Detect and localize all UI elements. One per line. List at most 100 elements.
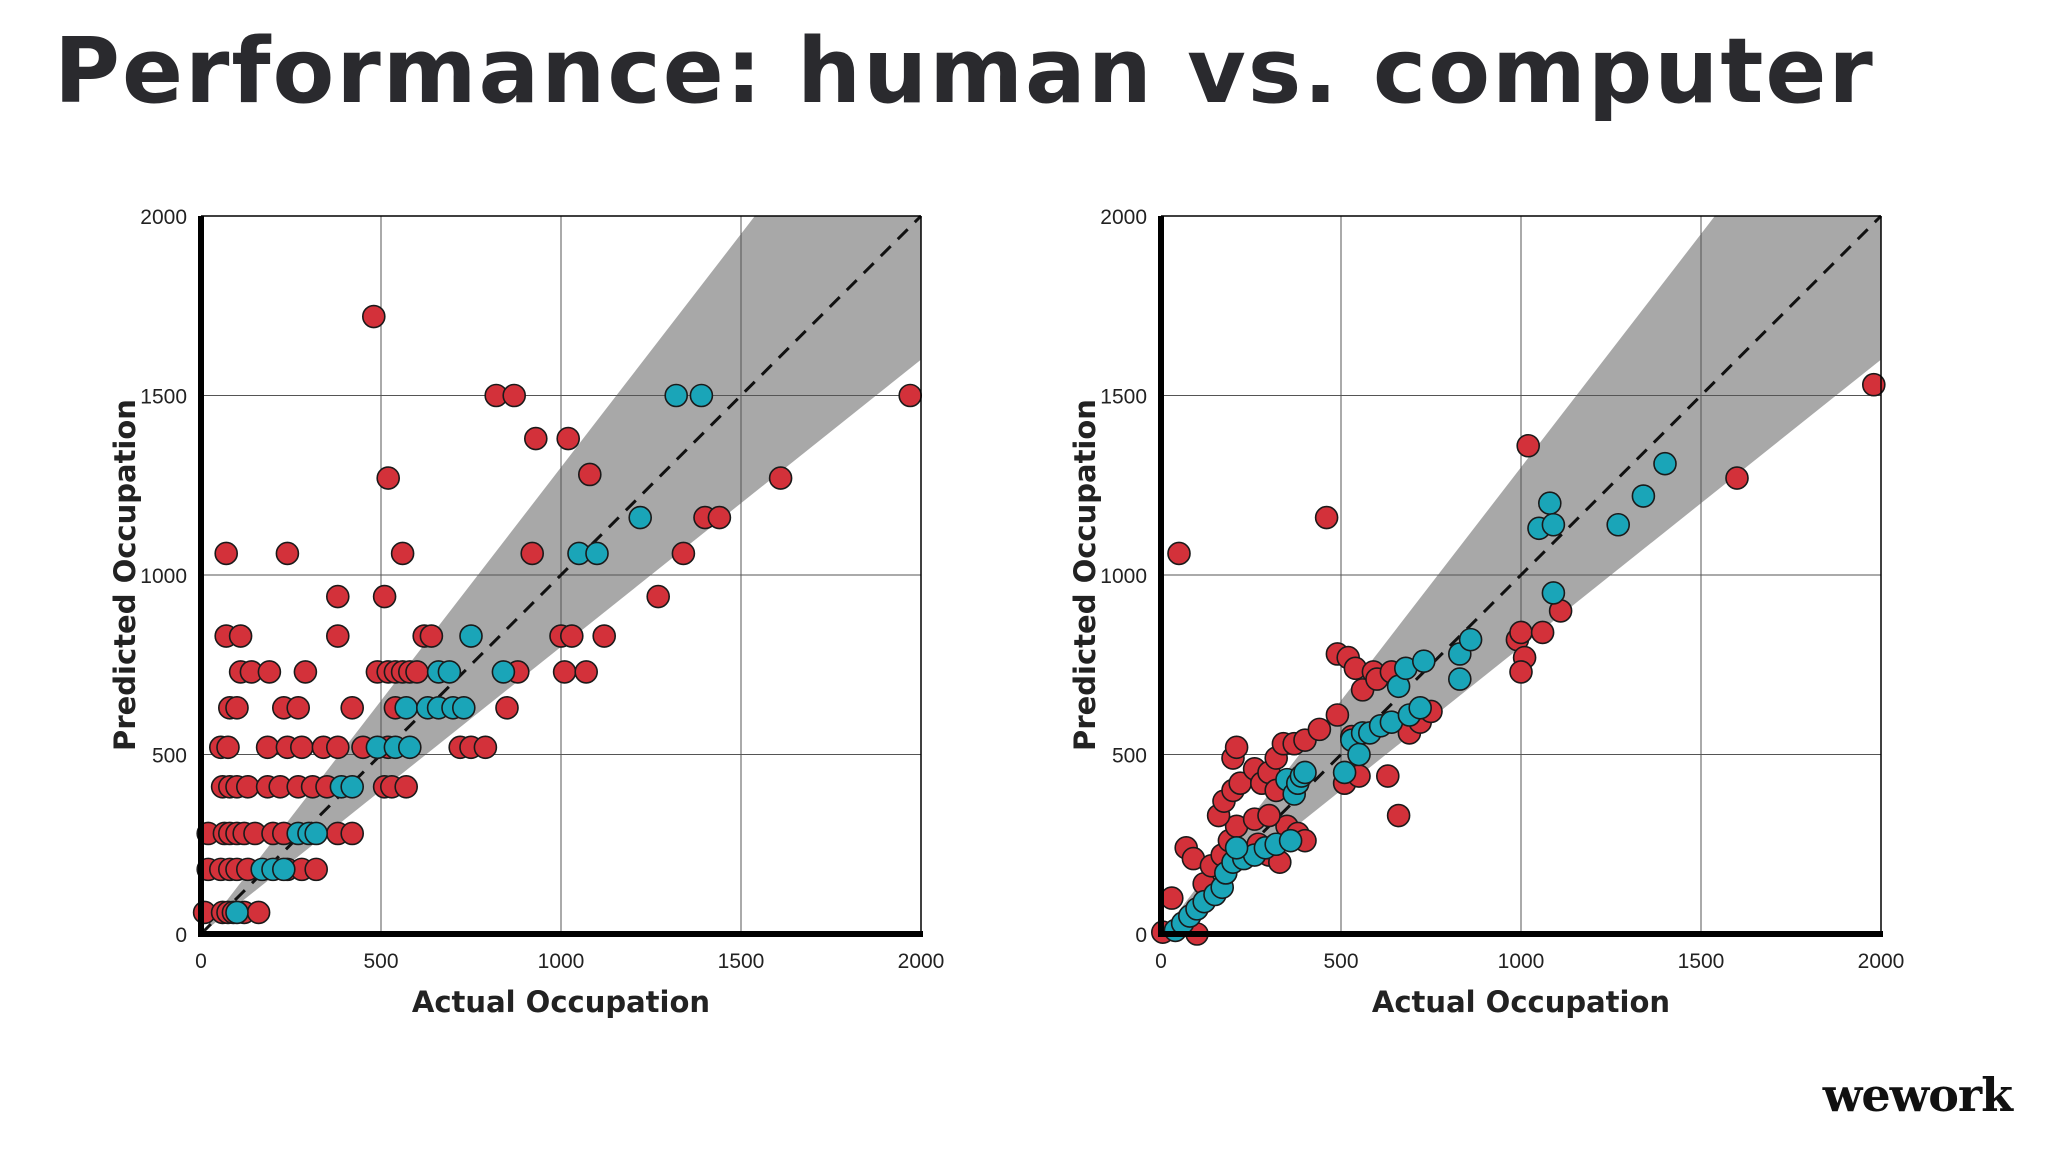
- data-point-red: [405, 660, 429, 684]
- data-point-red: [1224, 735, 1249, 760]
- x-axis-title: Actual Occupation: [412, 985, 710, 1019]
- data-point-teal: [585, 541, 609, 566]
- data-point-teal: [664, 383, 689, 408]
- data-point-teal: [397, 735, 422, 760]
- data-point-red: [419, 624, 444, 648]
- data-point-teal: [1458, 627, 1483, 652]
- data-point-red: [246, 900, 271, 925]
- data-point-red: [340, 696, 365, 720]
- data-point-red: [1257, 803, 1281, 828]
- data-point-teal: [304, 821, 328, 846]
- data-point-red: [1861, 372, 1886, 397]
- y-tick-label: 2000: [1100, 206, 1147, 229]
- data-point-teal: [1347, 742, 1371, 767]
- data-point-red: [1725, 466, 1749, 490]
- data-point-teal: [628, 505, 653, 530]
- data-point-teal: [394, 696, 419, 720]
- data-point-red: [707, 505, 732, 530]
- data-point-red: [390, 541, 415, 566]
- y-tick-label: 1000: [1100, 565, 1147, 588]
- data-point-red: [304, 857, 328, 882]
- data-point-red: [592, 624, 617, 648]
- data-point-red: [372, 584, 397, 609]
- data-point-red: [340, 821, 365, 846]
- data-point-red: [1325, 703, 1350, 727]
- data-point-red: [768, 466, 793, 490]
- data-point-red: [216, 735, 240, 760]
- y-tick-label: 0: [1135, 924, 1147, 947]
- data-point-red: [257, 660, 282, 684]
- data-point-red: [577, 462, 602, 487]
- data-point-red: [1314, 505, 1339, 530]
- data-point-teal: [340, 775, 365, 799]
- x-tick-label: 1500: [1678, 950, 1725, 973]
- data-point-teal: [1541, 512, 1566, 537]
- y-axis-title: Predicted Occupation: [108, 399, 142, 751]
- data-point-red: [394, 775, 419, 799]
- data-point-red: [552, 660, 577, 684]
- x-tick-label: 1000: [1498, 950, 1545, 973]
- data-point-red: [1516, 433, 1541, 458]
- data-point-red: [1509, 660, 1533, 684]
- data-point-red: [671, 541, 696, 566]
- reference-line-dashed: [1159, 214, 1883, 936]
- y-axis-title: Predicted Occupation: [1068, 399, 1102, 751]
- data-point-red: [255, 735, 280, 760]
- data-point-red: [523, 426, 548, 451]
- data-point-teal: [491, 660, 516, 684]
- data-point-teal: [1278, 828, 1303, 853]
- data-point-red: [214, 541, 238, 566]
- data-point-red: [1375, 764, 1400, 788]
- data-point-red: [236, 775, 260, 799]
- data-point-red: [556, 426, 581, 451]
- data-point-teal: [1653, 451, 1677, 476]
- slide-title: Performance: human vs. computer: [54, 19, 1875, 124]
- x-tick-label: 2000: [1858, 950, 1905, 973]
- y-tick-label: 500: [152, 745, 187, 768]
- x-tick-label: 1000: [538, 950, 585, 973]
- data-point-red: [325, 624, 350, 648]
- data-point-teal: [1293, 760, 1317, 785]
- data-point-red: [376, 466, 401, 490]
- wework-logo: wework: [1822, 1068, 2013, 1122]
- data-point-red: [325, 584, 350, 609]
- x-tick-label: 0: [195, 950, 207, 973]
- data-point-teal: [1631, 484, 1656, 508]
- data-point-teal: [1447, 667, 1472, 691]
- data-point-teal: [1408, 696, 1433, 720]
- data-point-red: [286, 696, 310, 720]
- data-point-red: [1160, 886, 1184, 910]
- data-point-red: [1530, 620, 1555, 645]
- data-point-red: [275, 541, 300, 566]
- data-point-red: [473, 735, 498, 760]
- y-tick-label: 1500: [1100, 386, 1147, 409]
- y-tick-label: 2000: [140, 206, 187, 229]
- data-point-red: [495, 696, 519, 720]
- data-point-red: [1509, 620, 1533, 645]
- data-point-red: [225, 696, 249, 720]
- y-tick-label: 1500: [140, 386, 187, 409]
- data-point-teal: [459, 624, 483, 648]
- data-point-red: [228, 624, 253, 648]
- y-tick-label: 500: [1112, 745, 1147, 768]
- data-point-red: [574, 660, 599, 684]
- data-point-red: [361, 304, 386, 329]
- data-point-teal: [225, 900, 249, 925]
- data-point-red: [1386, 803, 1411, 828]
- data-point-red: [898, 383, 923, 408]
- x-tick-label: 0: [1155, 950, 1167, 973]
- scatter-chart-computer: 0 500 1000 1500 2000 0 500 1000 1500 2000 Actual O…: [1068, 206, 1905, 1019]
- data-point-red: [1307, 717, 1332, 742]
- data-point-teal: [451, 696, 476, 720]
- data-point-red: [1167, 541, 1191, 566]
- scatter-chart-human: 0 500 1000 1500 2000 0 500 1000 1500 2000 Actual O…: [108, 206, 944, 1019]
- data-point-teal: [1606, 512, 1631, 537]
- y-tick-label: 0: [175, 924, 187, 947]
- data-point-red: [293, 660, 318, 684]
- x-axis-title: Actual Occupation: [1372, 985, 1670, 1019]
- data-point-teal: [1541, 581, 1566, 605]
- data-point-red: [520, 541, 545, 566]
- data-point-teal: [1332, 760, 1357, 785]
- data-point-red: [325, 735, 350, 760]
- data-point-red: [559, 624, 584, 648]
